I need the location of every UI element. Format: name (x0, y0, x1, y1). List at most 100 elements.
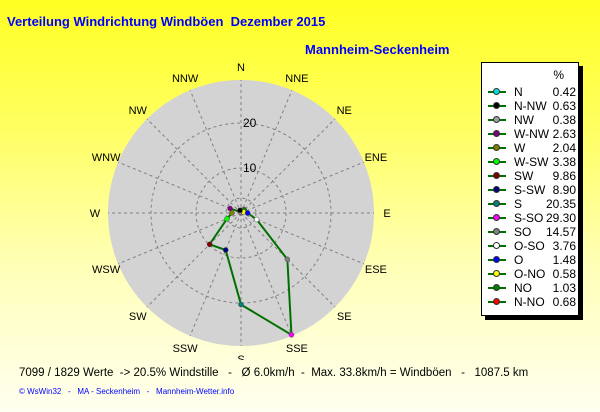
data-point (288, 332, 295, 338)
direction-label: SSE (286, 343, 308, 355)
legend-item: W-NW 2.63 (488, 127, 576, 141)
direction-label: NE (337, 105, 352, 117)
direction-label: WNW (92, 152, 121, 164)
legend-item: O-NO 0.58 (488, 267, 576, 281)
legend-label: NW (514, 113, 534, 127)
ring-tick-label: 20 (243, 116, 257, 130)
grid-spoke (240, 89, 293, 214)
legend-value: 29.30 (545, 211, 576, 225)
legend-value: 0.58 (552, 267, 576, 281)
legend-label: O (514, 253, 524, 267)
legend-item: O-SO 3.76 (488, 239, 576, 253)
legend-item: SW 9.86 (488, 169, 576, 183)
data-point (284, 256, 291, 263)
legend-marker-icon (488, 183, 508, 197)
legend-value: 14.57 (545, 225, 576, 239)
legend-label: S-SW (514, 183, 546, 197)
legend-item: SO 14.57 (488, 225, 576, 239)
legend-value: 0.63 (552, 99, 576, 113)
legend-label: S-SO (514, 211, 544, 225)
direction-label: SW (129, 311, 147, 323)
legend-value: 2.04 (552, 141, 576, 155)
legend-label: SO (514, 225, 532, 239)
legend-value: 8.90 (552, 183, 576, 197)
legend-item: S 20.35 (488, 197, 576, 211)
direction-label: WSW (92, 264, 121, 276)
legend-value: 2.63 (552, 127, 576, 141)
data-point (224, 216, 230, 222)
direction-label: N (237, 62, 245, 74)
data-point (229, 210, 235, 216)
station-name: Mannheim-Seckenheim (305, 42, 450, 57)
statistics-text: 7099 / 1829 Werte -> 20.5% Windstille - … (19, 367, 529, 379)
legend-marker-icon (488, 281, 508, 295)
legend-item: W 2.04 (488, 141, 576, 155)
grid-spoke (117, 212, 242, 265)
direction-label: SE (337, 311, 352, 323)
data-point (222, 247, 229, 253)
direction-label: NW (129, 105, 148, 117)
legend-item: N-NO 0.68 (488, 295, 576, 309)
grid-spoke (146, 118, 242, 214)
wind-rose-chart: 10 20 N NNE NE ENE E ESE SE SSE S SSW SW WSW W WNW NW NNW (90, 62, 391, 360)
legend-marker-icon (488, 169, 508, 183)
legend: % N 0.42 N-NW 0.63 NW 0.38 W-NW 2.63 W 2.04 W-SW 3.… (481, 62, 579, 316)
legend-marker-icon (488, 113, 508, 127)
legend-label: N-NO (514, 295, 545, 309)
grid-spoke (240, 161, 365, 214)
direction-label: S (237, 354, 244, 360)
legend-marker-icon (488, 253, 508, 267)
legend-item: N 0.42 (488, 85, 576, 99)
legend-value: 0.42 (552, 85, 576, 99)
grid-spoke (189, 89, 242, 214)
direction-label: ENE (365, 152, 388, 164)
legend-item: W-SW 3.38 (488, 155, 576, 169)
legend-marker-icon (488, 211, 508, 225)
legend-value: 1.03 (552, 281, 576, 295)
legend-label: N (514, 85, 523, 99)
direction-label: W (90, 208, 101, 220)
legend-label: O-NO (514, 267, 546, 281)
legend-value: 9.86 (552, 169, 576, 183)
legend-marker-icon (488, 239, 508, 253)
grid-spoke (240, 212, 293, 337)
direction-label: E (383, 208, 390, 220)
direction-label: SSW (173, 343, 199, 355)
legend-value: 20.35 (545, 197, 576, 211)
legend-marker-icon (488, 99, 508, 113)
direction-label: NNE (285, 73, 308, 85)
legend-label: S (514, 197, 523, 211)
data-point (206, 241, 213, 248)
direction-label: NNW (172, 73, 199, 85)
data-point (244, 210, 251, 216)
legend-label: NO (514, 281, 532, 295)
data-point (253, 216, 260, 223)
grid-spoke (146, 212, 242, 308)
legend-marker-icon (488, 127, 508, 141)
legend-label: SW (514, 169, 534, 183)
legend-item: S-SO 29.30 (488, 211, 576, 225)
legend-item: S-SW 8.90 (488, 183, 576, 197)
legend-item: NW 0.38 (488, 113, 576, 127)
legend-unit: % (553, 68, 564, 82)
grid-spoke (240, 118, 336, 214)
legend-marker-icon (488, 155, 508, 169)
legend-value: 1.48 (552, 253, 576, 267)
legend-marker-icon (488, 267, 508, 281)
legend-value: 0.38 (552, 113, 576, 127)
legend-marker-icon (488, 85, 508, 99)
grid-spoke (189, 212, 242, 337)
legend-marker-icon (488, 295, 508, 309)
legend-value: 0.68 (552, 295, 576, 309)
direction-label: ESE (365, 264, 387, 276)
legend-label: W-NW (514, 127, 550, 141)
legend-marker-icon (488, 141, 508, 155)
data-point (227, 205, 233, 212)
legend-value: 3.38 (552, 155, 576, 169)
legend-label: W (514, 141, 526, 155)
legend-marker-icon (488, 197, 508, 211)
credit-text: © WsWin32 - MA - Seckenheim - Mannheim-W… (19, 387, 235, 396)
grid-spoke (117, 161, 242, 214)
data-point (237, 207, 243, 214)
legend-item: N-NW 0.63 (488, 99, 576, 113)
